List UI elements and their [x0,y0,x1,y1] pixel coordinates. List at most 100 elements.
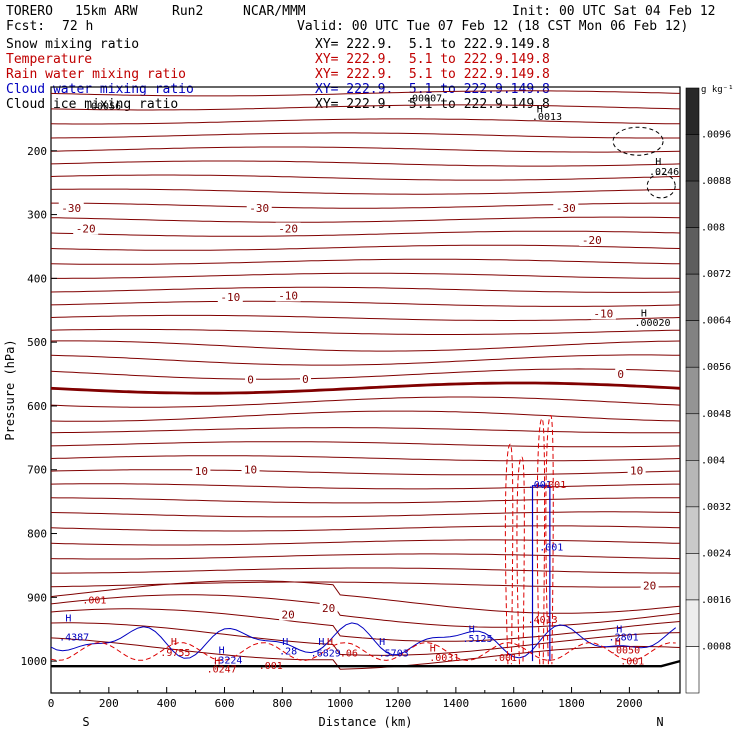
isotherm-label: -20 [278,223,298,236]
terrain-line [51,659,681,668]
isotherm-line [50,244,681,251]
isotherm-line [50,368,681,380]
colorbar-tick-label: .0008 [701,641,731,652]
isotherm-line [50,340,681,352]
colorbar-cell [685,87,700,135]
colorbar-cell [685,646,700,694]
contour-value-label: H [219,645,225,656]
y-tick-label: 900 [27,591,47,604]
isotherm-label: 10 [244,464,257,477]
isotherm-label-bg [58,202,84,215]
run-name: Run2 [172,4,204,19]
isotherm-label-bg [299,373,311,386]
y-tick-label: 600 [27,400,47,413]
x-tick-label: 1000 [327,697,354,710]
isotherm-label: 20 [282,608,295,621]
isotherm-line [50,160,681,167]
x-tick-label: 1800 [558,697,585,710]
rain-water-contour [504,443,514,665]
colorbar-cell [685,599,700,647]
rain-water-contour [516,456,525,665]
isotherm-line [50,118,680,125]
colorbar-unit: g kg⁻¹ [701,85,734,95]
isotherm-label: 20 [643,580,656,593]
contour-labels: -30 -30 -30 -20 -20 -20 -10 -10 -10 0 0 0 10 10 10 20 20… [58,94,679,676]
contour-value-label: H [65,614,71,625]
contour-value-label: H [327,637,333,648]
isotherm-label: -10 [278,290,298,303]
isotherm-line [50,622,681,656]
contour-value-label: H [641,309,647,320]
field-name-temperature: Temperature [6,52,93,67]
isotherm-label-bg [279,608,298,621]
isotherm-label-bg [246,202,272,215]
forecast-label: Fcst: [6,19,46,34]
x-tick-label: 800 [272,697,292,710]
model-resolution: 15km ARW [75,4,138,19]
contour-value-label: H [171,637,177,648]
isotherm-line [50,455,681,462]
colorbar-tick-label: .0048 [701,409,731,420]
init-time: Init: 00 UTC Sat 04 Feb 12 [512,4,716,19]
colorbar-cell [685,506,700,554]
contour-value-label: .001 [539,543,563,554]
x-axis-label: Distance (km) [319,715,413,729]
colorbar-cell [685,553,700,601]
isotherm-line [50,525,681,532]
isotherm-label-bg [275,289,301,302]
isotherm-label-bg [640,579,659,592]
x-tick-label: 2000 [616,697,643,710]
isotherm-line [50,581,681,588]
isotherm-line [51,202,680,209]
contour-value-label: .0246 [649,167,679,178]
isotherm-line [50,300,681,307]
isotherm-line [50,608,681,642]
contour-value-label: .0247 [207,665,237,676]
x-tick-label: 1400 [443,697,470,710]
isotherm-label-bg [73,222,99,235]
field-name-rain: Rain water mixing ratio [6,67,187,82]
colorbar-cell [685,413,700,461]
colorbar-tick-label: .008 [701,223,725,234]
isotherm-line [50,396,681,408]
isotherm-line [50,469,681,476]
colorbar-cell [685,320,700,368]
isotherm-label-bg [615,367,627,380]
contour-value-label: .00056 [85,101,121,112]
isotherm-label: -30 [249,202,269,215]
contour-value-label: .9755 [160,648,190,659]
y-tick-label: 1000 [21,655,48,668]
contour-value-label: H [379,637,385,648]
isotherm-label-bg [579,234,605,247]
contour-value-label: H [214,656,220,667]
y-tick-label: 500 [27,336,47,349]
valid-time: Valid: 00 UTC Tue 07 Feb 12 (18 CST Mon … [297,19,689,34]
y-tick-label: 700 [27,464,47,477]
isotherm-label: -10 [593,307,613,320]
contour-value-label: .4387 [59,633,89,644]
isotherm-line [50,90,681,97]
colorbar-tick-label: .0016 [701,595,731,606]
isotherm-line [50,328,681,335]
isotherm-label: -20 [582,234,602,247]
isotherm-line [51,567,680,574]
field-xy-rain: XY= 222.9. 5.1 to 222.9.149.8 [315,67,550,82]
isotherm-line [50,553,681,560]
field-xy-cloud-ice: XY= 222.9. 5.1 to 222.9.149.8 [315,97,550,112]
isotherm-line [50,594,681,628]
contour-value-label: .28 [279,647,297,658]
colorbar-tick-label: .0096 [701,130,731,141]
colorbar-tick-label: .0064 [701,316,731,327]
endpoint-left-label: S [82,715,89,729]
y-axis-label: Pressure (hPa) [3,339,17,440]
colorbar-tick-label: .0032 [701,502,731,513]
colorbar-tick-label: .0056 [701,362,731,373]
rain-water-contour [536,418,546,665]
contour-value-label: H [430,644,436,655]
y-tick-label: 400 [27,272,47,285]
isotherm-label-bg [590,307,616,320]
isotherm-line [50,427,680,434]
colorbar-tick-label: .0088 [701,176,731,187]
colorbar-cell [685,460,700,508]
isotherm-line [50,483,680,490]
